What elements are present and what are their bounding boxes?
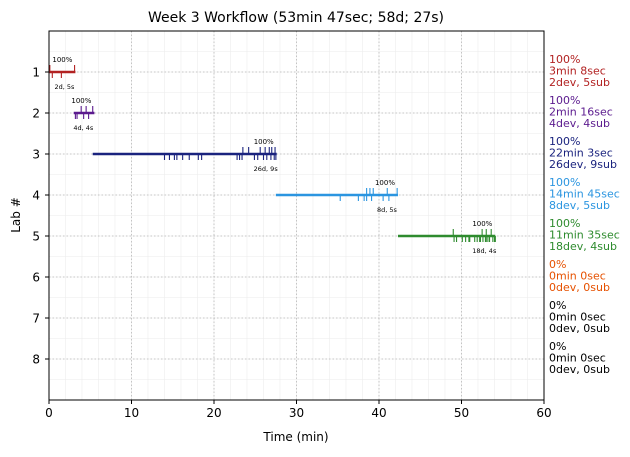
lab-3-count-label: 26d, 9s (254, 165, 279, 173)
grid-layer (48, 31, 545, 400)
lab-5-percent-label: 100% (472, 220, 492, 228)
lab-7-summary-line: 0dev, 0sub (549, 322, 610, 335)
lab-4-summary-line: 8dev, 5sub (549, 199, 610, 212)
lab-7-summary-line: 0% (549, 299, 566, 312)
y-tick-label: 8 (32, 353, 40, 367)
lab-3-summary-line: 22min 3sec (549, 147, 613, 160)
y-tick-label: 5 (32, 230, 40, 244)
lab-2-summary-line: 100% (549, 94, 580, 107)
lab-5-summary-line: 100% (549, 217, 580, 230)
y-tick-label: 4 (32, 189, 40, 203)
y-tick-label: 6 (32, 271, 40, 285)
lab-1-summary-line: 100% (549, 53, 580, 66)
lab-8-summary-line: 0% (549, 340, 566, 353)
lab-1-count-label: 2d, 5s (54, 83, 75, 91)
lab-2-summary-line: 4dev, 4sub (549, 117, 610, 130)
x-tick-label: 10 (124, 406, 139, 420)
lab-6-summary-line: 0% (549, 258, 566, 271)
y-tick-label: 3 (32, 148, 40, 162)
y-tick-label: 1 (32, 66, 40, 80)
x-tick-label: 30 (289, 406, 304, 420)
lab-8-summary-line: 0min 0sec (549, 352, 606, 365)
lab-6-summary-line: 0min 0sec (549, 270, 606, 283)
lab-3-percent-label: 100% (254, 138, 274, 146)
x-tick-label: 50 (454, 406, 469, 420)
lab-5-summary-line: 11min 35sec (549, 229, 620, 242)
lab-3-summary-line: 26dev, 9sub (549, 158, 617, 171)
lab-5-summary-line: 18dev, 4sub (549, 240, 617, 253)
lab-2-count-label: 4d, 4s (73, 124, 94, 132)
x-axis-label: Time (min) (262, 430, 328, 444)
lab-1-summary-line: 2dev, 5sub (549, 76, 610, 89)
lab-2-percent-label: 100% (71, 97, 91, 105)
lab-3-summary-line: 100% (549, 135, 580, 148)
x-tick-label: 60 (536, 406, 551, 420)
lab-5-count-label: 18d, 4s (472, 247, 497, 255)
x-tick-label: 40 (371, 406, 386, 420)
chart-title: Week 3 Workflow (53min 47sec; 58d; 27s) (148, 10, 444, 26)
lab-6-summary-line: 0dev, 0sub (549, 281, 610, 294)
x-tick-label: 0 (45, 406, 53, 420)
x-tick-label: 20 (206, 406, 221, 420)
lab-8-summary-line: 0dev, 0sub (549, 363, 610, 376)
lab-4-percent-label: 100% (375, 179, 395, 187)
mark-layer: 100% 2d, 5s 100% 4d, 4s 100% 26d, 9s 100% 8d, 5… (49, 56, 497, 255)
lab-1-percent-label: 100% (52, 56, 72, 64)
axis-layer: 0 10 20 30 40 50 60 1 2 3 4 5 6 7 8 (32, 66, 551, 421)
lab-4-count-label: 8d, 5s (377, 206, 398, 214)
lab-2-summary-line: 2min 16sec (549, 106, 613, 119)
y-tick-label: 2 (32, 107, 40, 121)
y-axis-label: Lab # (9, 197, 23, 233)
lab-1-summary-line: 3min 8sec (549, 65, 606, 78)
lab-4-summary-line: 14min 45sec (549, 188, 620, 201)
y-tick-label: 7 (32, 312, 40, 326)
lab-7-summary-line: 0min 0sec (549, 311, 606, 324)
lab-4-summary-line: 100% (549, 176, 580, 189)
